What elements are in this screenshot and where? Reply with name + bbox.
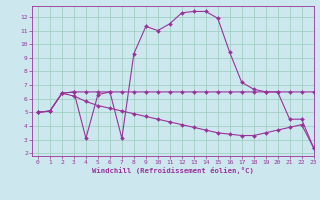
X-axis label: Windchill (Refroidissement éolien,°C): Windchill (Refroidissement éolien,°C): [92, 167, 254, 174]
